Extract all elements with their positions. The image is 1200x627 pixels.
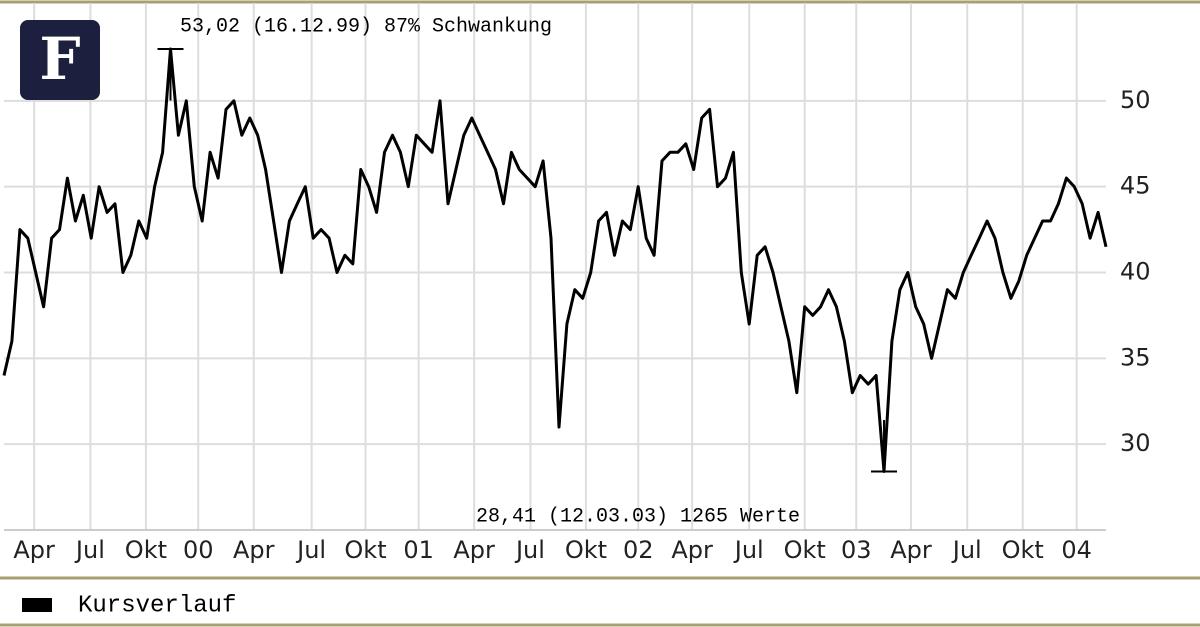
x-tick-label: Okt bbox=[565, 536, 607, 564]
x-tick-label: Apr bbox=[13, 536, 55, 564]
x-tick-label: Okt bbox=[1002, 536, 1044, 564]
y-tick-label: 45 bbox=[1120, 172, 1151, 200]
grid: 30 35 40 45 50 Apr Jul Okt 00 Apr Jul Okt 01 Apr Jul Ok… bbox=[4, 3, 1151, 564]
annotation-top: 53,02 (16.12.99) 87% Schwankung bbox=[180, 15, 552, 38]
x-tick-label: Jul bbox=[74, 536, 105, 564]
price-line bbox=[2, 47, 1108, 473]
x-tick-label: 00 bbox=[183, 536, 214, 564]
logo: F bbox=[39, 25, 80, 93]
plot bbox=[2, 47, 1108, 473]
x-tick-label: 04 bbox=[1061, 536, 1092, 564]
x-tick-label: Apr bbox=[890, 536, 932, 564]
y-tick-label: 40 bbox=[1120, 258, 1151, 286]
y-tick-label: 35 bbox=[1120, 343, 1151, 371]
x-tick-label: Okt bbox=[344, 536, 386, 564]
x-tick-label: 02 bbox=[623, 536, 654, 564]
low-marker bbox=[871, 419, 898, 473]
x-tick-label: Jul bbox=[295, 536, 326, 564]
logo-box bbox=[20, 20, 100, 100]
x-tick-label: Jul bbox=[951, 536, 982, 564]
x-tick-label: Apr bbox=[233, 536, 275, 564]
y-tick-label: 50 bbox=[1120, 86, 1151, 114]
x-tick-label: Apr bbox=[671, 536, 713, 564]
x-tick-label: 01 bbox=[403, 536, 434, 564]
x-tick-label: Jul bbox=[514, 536, 545, 564]
legend-swatch bbox=[22, 598, 52, 612]
x-tick-label: Jul bbox=[733, 536, 764, 564]
y-tick-label: 30 bbox=[1120, 429, 1151, 457]
legend-label: Kursverlauf bbox=[78, 592, 236, 619]
x-tick-label: Apr bbox=[453, 536, 495, 564]
x-tick-label: Okt bbox=[125, 536, 167, 564]
x-tick-label: 03 bbox=[841, 536, 872, 564]
high-marker bbox=[157, 48, 184, 101]
annotation-bottom: 28,41 (12.03.03) 1265 Werte bbox=[476, 505, 800, 528]
x-tick-label: Okt bbox=[784, 536, 826, 564]
